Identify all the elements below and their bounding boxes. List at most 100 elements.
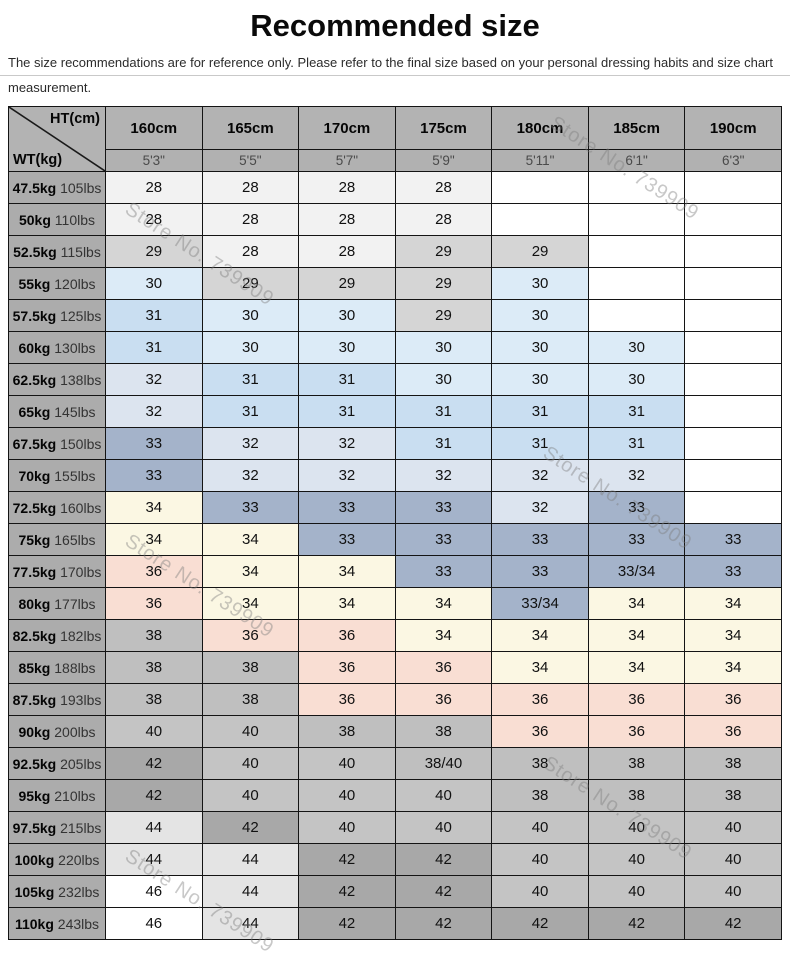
weight-lbs-label: 110lbs xyxy=(54,211,96,228)
row-header-weight: 77.5kg 170lbs xyxy=(8,555,106,588)
size-cell: 46 xyxy=(105,875,203,908)
weight-kg-label: 82.5kg xyxy=(12,627,57,644)
table-row: 70kg 155lbs 33 32 32 32 32 32 xyxy=(8,459,782,492)
size-cell: 44 xyxy=(201,843,300,876)
size-cell: 33 xyxy=(201,491,300,524)
weight-kg-label: 92.5kg xyxy=(12,755,57,772)
weight-axis-label: WT(kg) xyxy=(13,152,63,168)
weight-kg-label: 50kg xyxy=(18,211,51,228)
size-cell: 36 xyxy=(491,683,589,716)
row-header-weight: 72.5kg 160lbs xyxy=(8,491,106,524)
size-cell: 40 xyxy=(394,811,493,844)
row-header-weight: 82.5kg 182lbs xyxy=(8,619,106,652)
size-cell: 36 xyxy=(105,587,203,620)
weight-kg-label: 72.5kg xyxy=(12,499,57,516)
empty-cell xyxy=(684,395,782,428)
weight-lbs-label: 165lbs xyxy=(54,531,96,548)
col-header-175cm: 175cm xyxy=(394,106,493,150)
col-subheader-5ft3: 5'3" xyxy=(105,149,203,172)
size-cell: 40 xyxy=(491,875,589,908)
weight-kg-label: 90kg xyxy=(18,723,51,740)
diagonal-divider xyxy=(9,107,105,171)
size-cell: 42 xyxy=(587,907,686,940)
col-header-180cm: 180cm xyxy=(491,106,589,150)
table-row: 92.5kg 205lbs 42 40 40 38/40 38 38 38 xyxy=(8,747,782,780)
size-cell: 40 xyxy=(491,811,589,844)
size-cell: 36 xyxy=(684,715,782,748)
weight-kg-label: 52.5kg xyxy=(13,243,57,260)
weight-lbs-label: 130lbs xyxy=(54,339,96,356)
weight-lbs-label: 155lbs xyxy=(54,467,96,484)
row-header-weight: 95kg 210lbs xyxy=(8,779,106,812)
table-row: 60kg 130lbs 31 30 30 30 30 30 xyxy=(8,331,782,364)
size-cell: 34 xyxy=(394,619,493,652)
size-cell: 42 xyxy=(394,907,493,940)
weight-lbs-label: 115lbs xyxy=(60,243,101,260)
weight-lbs-label: 182lbs xyxy=(60,627,102,644)
corner-header-cell: HT(cm) WT(kg) xyxy=(8,106,106,172)
size-cell: 34 xyxy=(587,619,686,652)
empty-cell xyxy=(491,171,589,204)
weight-kg-label: 55kg xyxy=(18,275,51,292)
weight-lbs-label: 138lbs xyxy=(60,371,102,388)
weight-lbs-label: 105lbs xyxy=(60,179,102,196)
size-cell: 29 xyxy=(201,267,300,300)
col-header-165cm: 165cm xyxy=(201,106,300,150)
size-cell: 30 xyxy=(587,363,686,396)
size-cell: 33 xyxy=(394,523,493,556)
size-cell: 29 xyxy=(394,267,493,300)
empty-cell xyxy=(684,363,782,396)
size-cell: 36 xyxy=(298,619,396,652)
size-cell: 31 xyxy=(105,299,203,332)
size-cell: 29 xyxy=(105,235,203,268)
col-subheader-5ft7: 5'7" xyxy=(298,149,396,172)
size-cell: 29 xyxy=(394,235,493,268)
row-header-weight: 50kg 110lbs xyxy=(8,203,106,236)
size-cell: 32 xyxy=(587,459,686,492)
size-cell: 29 xyxy=(394,299,493,332)
weight-kg-label: 95kg xyxy=(18,787,51,804)
size-cell: 30 xyxy=(201,331,300,364)
table-row: 100kg 220lbs 44 44 42 42 40 40 40 xyxy=(8,843,782,876)
size-cell: 36 xyxy=(298,683,396,716)
size-cell: 44 xyxy=(201,875,300,908)
size-cell: 36 xyxy=(587,715,686,748)
col-header-160cm: 160cm xyxy=(105,106,203,150)
row-header-weight: 100kg 220lbs xyxy=(8,843,106,876)
row-header-weight: 97.5kg 215lbs xyxy=(8,811,106,844)
size-cell: 36 xyxy=(394,683,493,716)
row-header-weight: 55kg 120lbs xyxy=(8,267,106,300)
size-cell: 30 xyxy=(491,363,589,396)
size-cell: 33/34 xyxy=(587,555,686,588)
size-cell: 30 xyxy=(491,267,589,300)
empty-cell xyxy=(587,203,686,236)
table-row: 85kg 188lbs 38 38 36 36 34 34 34 xyxy=(8,651,782,684)
weight-lbs-label: 125lbs xyxy=(60,307,102,324)
table-row: 62.5kg 138lbs 32 31 31 30 30 30 xyxy=(8,363,782,396)
weight-kg-label: 87.5kg xyxy=(12,691,57,708)
row-header-weight: 110kg 243lbs xyxy=(8,907,106,940)
size-cell: 40 xyxy=(201,747,300,780)
weight-kg-label: 62.5kg xyxy=(12,371,57,388)
col-header-170cm: 170cm xyxy=(298,106,396,150)
size-cell: 40 xyxy=(201,779,300,812)
size-cell: 40 xyxy=(201,715,300,748)
weight-kg-label: 85kg xyxy=(18,659,51,676)
size-cell: 34 xyxy=(105,491,203,524)
size-cell: 30 xyxy=(298,331,396,364)
size-cell: 33 xyxy=(298,491,396,524)
row-header-weight: 87.5kg 193lbs xyxy=(8,683,106,716)
size-cell: 40 xyxy=(298,811,396,844)
size-cell: 40 xyxy=(684,843,782,876)
weight-kg-label: 60kg xyxy=(18,339,51,356)
empty-cell xyxy=(684,331,782,364)
size-cell: 38 xyxy=(491,779,589,812)
size-cell: 33 xyxy=(105,427,203,460)
empty-cell xyxy=(684,267,782,300)
size-cell: 32 xyxy=(394,459,493,492)
size-cell: 31 xyxy=(201,363,300,396)
weight-kg-label: 57.5kg xyxy=(12,307,57,324)
table-row: 47.5kg 105lbs 28 28 28 28 xyxy=(8,171,782,204)
size-cell: 42 xyxy=(298,875,396,908)
weight-lbs-label: 243lbs xyxy=(57,915,100,932)
